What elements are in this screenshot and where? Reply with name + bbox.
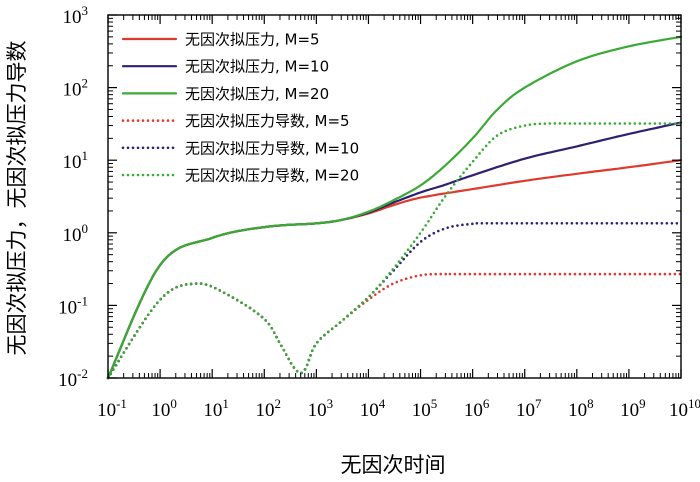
x-tick-label: 109 [620,396,646,421]
x-tick-label: 102 [256,396,282,421]
axes [107,14,682,379]
series-line-4 [106,272,683,380]
series-line-3 [106,35,683,380]
x-tick-label: 107 [516,396,542,421]
y-tick-label: 101 [63,148,89,173]
y-axis-title: 无因次拟压力，无因次拟压力导数 [5,41,29,356]
x-tick-label: 104 [360,396,386,421]
legend: 无因次拟压力, M=5 无因次拟压力, M=10 无因次拟压力, M=20 无因次拟压… [121,31,359,185]
y-tick-label: 100 [63,221,89,246]
legend-label-5: 无因次拟压力导数, M=10 [185,139,359,157]
x-tick-label: 108 [568,396,594,421]
legend-label-4: 无因次拟压力导数, M=5 [185,112,350,130]
y-tick-label: 10-2 [58,366,88,391]
x-tick-label: 1010 [669,396,700,421]
y-tick-label: 103 [63,3,89,28]
tick-labels: 10-1 100 101 102 103 104 105 106 107 108 109 1010 10… [58,3,700,421]
series-line-2 [106,121,683,380]
y-tick-label: 102 [63,76,89,101]
x-tick-label: 105 [412,396,438,421]
series-line-1 [106,159,683,380]
x-tick-label: 106 [464,396,490,421]
y-tick-label: 10-1 [58,293,88,318]
legend-label-2: 无因次拟压力, M=10 [185,58,329,76]
x-tick-label: 100 [151,396,177,421]
series-line-5 [106,222,683,380]
legend-label-3: 无因次拟压力, M=20 [185,85,329,103]
x-axis-title: 无因次时间 [341,453,446,477]
legend-label-1: 无因次拟压力, M=5 [185,31,320,49]
x-tick-label: 10-1 [97,396,127,421]
x-tick-label: 103 [308,396,334,421]
series-layer [106,35,683,380]
plot-frame [107,14,682,379]
legend-label-6: 无因次拟压力导数, M=20 [185,167,359,185]
series-line-6 [106,122,683,380]
x-tick-label: 101 [203,396,229,421]
